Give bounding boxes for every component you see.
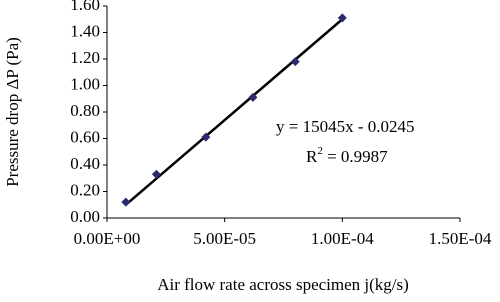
point (248, 92, 258, 102)
y-tick-label: 0.40 (70, 154, 100, 173)
x-tick-label: 1.50E-04 (429, 229, 492, 248)
x-tick-label: 0.00E+00 (74, 229, 141, 248)
point (151, 169, 161, 179)
r-squared-rest: = 0.9987 (323, 147, 388, 166)
y-tick-label: 0.00 (70, 207, 100, 226)
y-tick-label: 0.80 (70, 101, 100, 120)
y-tick-label: 1.20 (70, 48, 100, 67)
y-tick-label: 1.40 (70, 21, 100, 40)
r-squared-base: R (306, 147, 318, 166)
point (201, 132, 211, 142)
x-tick-label: 1.00E-04 (311, 229, 374, 248)
r-squared-sup: 2 (317, 145, 323, 157)
trendline (125, 18, 344, 206)
y-tick-label: 1.00 (70, 74, 100, 93)
equation: y = 15045x - 0.0245 (276, 117, 415, 136)
point (290, 57, 300, 67)
y-tick-label: 1.60 (70, 0, 100, 14)
y-tick-label: 0.20 (70, 180, 100, 199)
y-axis-title: Pressure drop ΔP (Pa) (3, 37, 22, 187)
y-tick-label: 0.60 (70, 127, 100, 146)
point (121, 197, 131, 207)
r-squared: R2 = 0.9987 (306, 145, 388, 166)
x-tick-label: 5.00E-05 (193, 229, 256, 248)
point (337, 13, 347, 23)
x-axis-title: Air flow rate across specimen j(kg/s) (157, 275, 409, 294)
